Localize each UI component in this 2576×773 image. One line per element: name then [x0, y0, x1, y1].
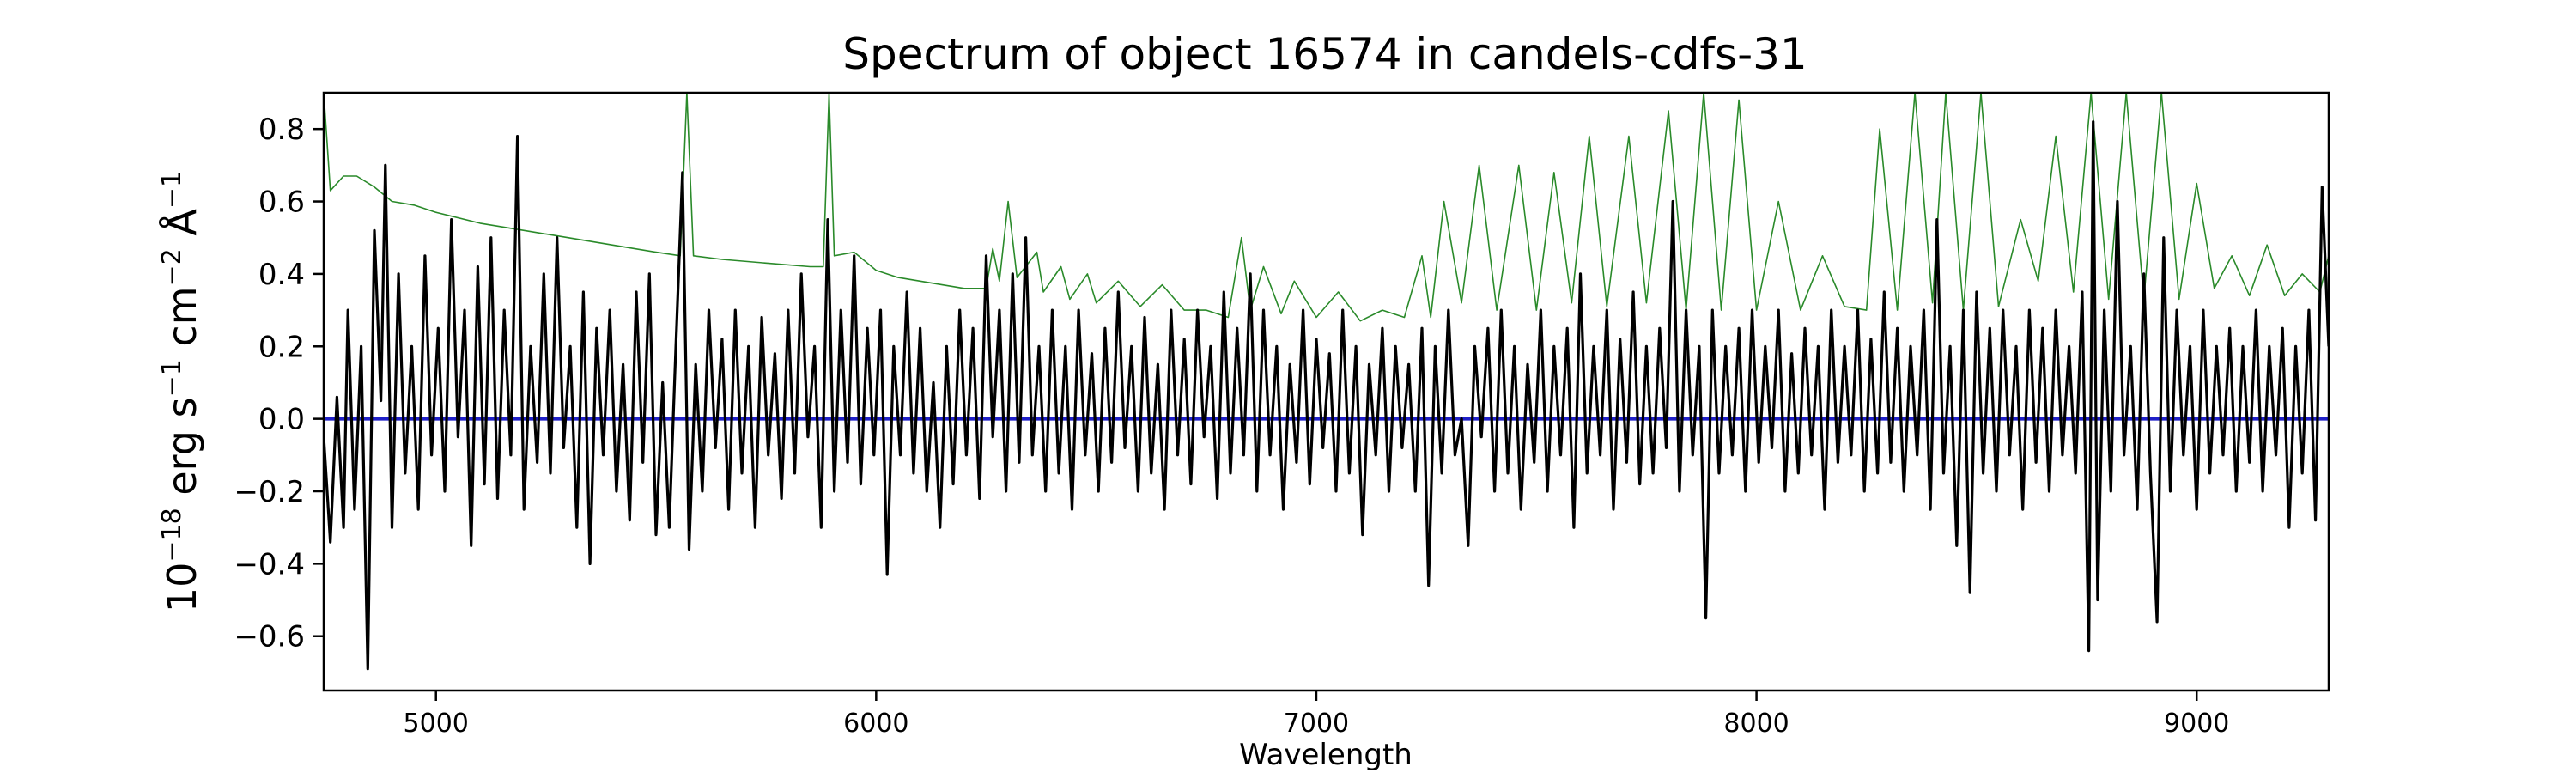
x-tick-label: 5000	[404, 709, 469, 739]
series-line-error	[324, 93, 2329, 322]
chart-title: Spectrum of object 16574 in candels-cdfs…	[842, 29, 1807, 79]
x-axis: 5000 6000 7000 8000 9000	[404, 691, 2229, 739]
x-tick-label: 6000	[843, 709, 908, 739]
y-tick-label: 0.6	[258, 186, 305, 220]
y-tick-label: 0.8	[258, 113, 305, 147]
x-tick-label: 8000	[1723, 709, 1789, 739]
y-tick-label: −0.2	[234, 475, 305, 509]
x-tick-label: 9000	[2164, 709, 2229, 739]
plot-frame	[322, 91, 2330, 692]
x-axis-label: Wavelength	[1239, 738, 1413, 772]
y-tick-label: −0.6	[234, 620, 305, 654]
series-layer	[324, 93, 2329, 671]
y-tick-label: 0.2	[258, 330, 305, 364]
y-tick-label: 0.0	[258, 403, 305, 437]
y-tick-label: 0.4	[258, 258, 305, 292]
y-tick-label: −0.4	[234, 547, 305, 581]
y-axis: 0.8 0.6 0.4 0.2 0.0 −0.2 −0.4 −0.6	[234, 113, 324, 654]
y-axis-label: 10−18 erg s−1 cm−2 Å−1	[157, 171, 205, 612]
series-line-flux	[324, 120, 2329, 671]
x-tick-label: 7000	[1284, 709, 1349, 739]
